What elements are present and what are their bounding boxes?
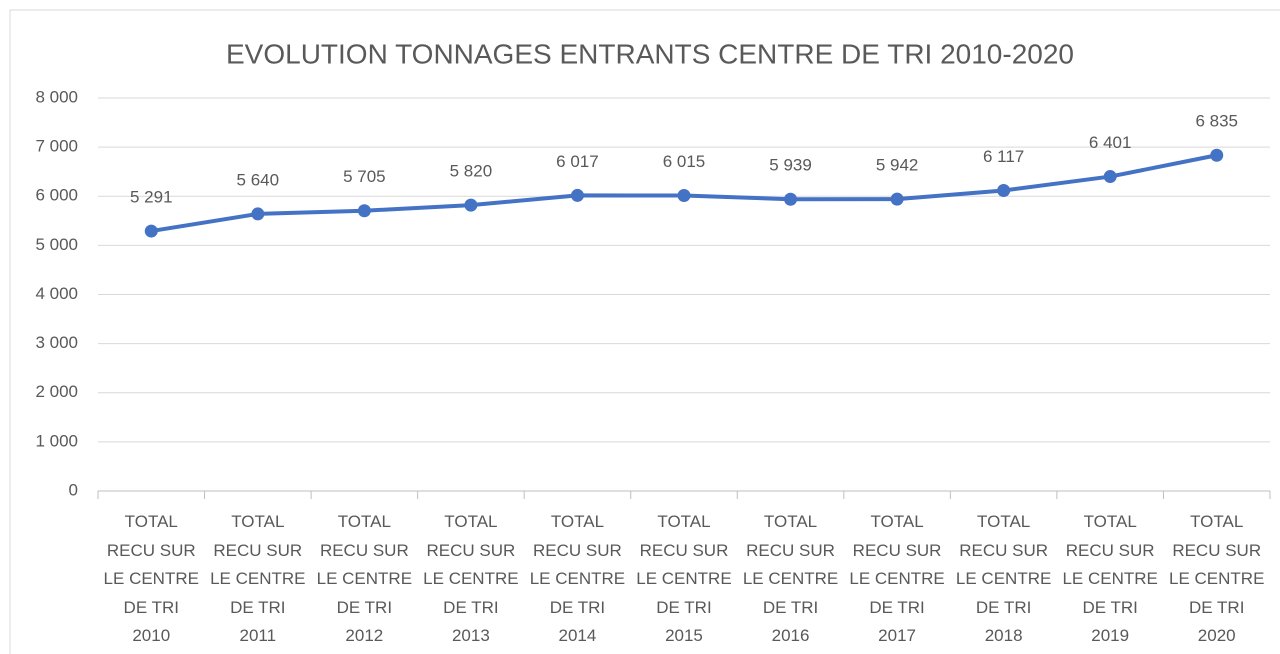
y-tick-label: 5 000 [35,235,78,254]
chart-frame [9,9,1280,654]
data-label: 6 015 [663,152,706,171]
y-tick-label: 2 000 [35,382,78,401]
y-tick-label: 7 000 [35,137,78,156]
x-tick-label: TOTAL RECU SUR LE CENTRE DE TRI 2013 [423,512,519,645]
y-tick-label: 1 000 [35,431,78,450]
point [144,224,158,238]
data-label: 5 939 [769,156,812,175]
x-tick-label: TOTAL RECU SUR LE CENTRE DE TRI 2012 [316,512,413,645]
y-tick-label: 6 000 [35,186,78,205]
point [1103,170,1117,184]
point [677,189,691,203]
point [784,192,798,206]
x-tick-label: TOTAL RECU SUR LE CENTRE DE TRI 2018 [955,512,1052,645]
data-label: 6 117 [983,147,1024,166]
data-label: 6 835 [1195,112,1238,131]
data-label: 6 401 [1089,133,1132,152]
data-label: 5 705 [343,167,386,186]
y-tick-label: 0 [69,480,78,499]
point [357,204,371,218]
data-label: 5 820 [450,162,493,181]
point [1210,148,1224,162]
data-label: 5 291 [130,188,173,207]
x-tick-label: TOTAL RECU SUR LE CENTRE DE TRI 2014 [529,512,626,645]
point [570,188,584,202]
data-label: 5 640 [237,170,280,189]
data-label: 5 942 [876,156,919,175]
x-tick-label: TOTAL RECU SUR LE CENTRE DE TRI 2017 [849,512,945,645]
y-tick-label: 3 000 [35,333,78,352]
y-tick-label: 4 000 [35,284,78,303]
x-tick-label: TOTAL RECU SUR LE CENTRE DE TRI 2020 [1169,512,1265,645]
x-tick-label: TOTAL RECU SUR LE CENTRE DE TRI 2011 [210,512,306,645]
y-tick-label: 8 000 [35,87,78,106]
data-label: 6 017 [556,152,599,171]
point [997,184,1011,198]
x-tick-label: TOTAL RECU SUR LE CENTRE DE TRI 2016 [742,512,839,645]
x-tick-label: TOTAL RECU SUR LE CENTRE DE TRI 2015 [636,512,732,645]
point [251,207,265,221]
chart-title: EVOLUTION TONNAGES ENTRANTS CENTRE DE TR… [226,38,1074,69]
point [464,198,478,212]
x-tick-label: TOTAL RECU SUR LE CENTRE DE TRI 2010 [103,512,199,645]
x-tick-label: TOTAL RECU SUR LE CENTRE DE TRI 2019 [1062,512,1158,645]
point [890,192,904,206]
